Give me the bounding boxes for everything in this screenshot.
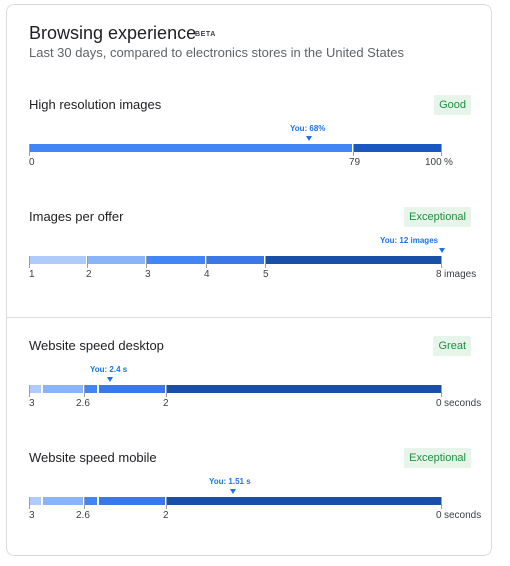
bar-segment <box>43 497 83 505</box>
tick-label: 3 <box>145 269 151 280</box>
tick-label: 0 <box>436 510 442 521</box>
metric-title: Images per offer <box>29 209 124 224</box>
benchmark-bar <box>29 385 442 397</box>
benchmark-bar <box>29 144 442 156</box>
bar-segment <box>43 385 83 393</box>
bar-segment <box>85 385 97 393</box>
bar-segment <box>266 256 442 264</box>
bar-segment <box>167 385 442 393</box>
you-value-label: You: 2.4 s <box>90 365 128 374</box>
bar-tick <box>206 256 207 268</box>
unit-label: % <box>444 157 453 168</box>
status-badge: Exceptional <box>404 207 471 227</box>
bar-tick <box>84 385 85 397</box>
metric-website-speed-mobile: Website speed mobile Exceptional You: 1.… <box>29 448 481 540</box>
bar-tick <box>29 256 30 268</box>
you-value-label: You: 12 images <box>380 236 439 245</box>
tick-label: 2 <box>163 510 169 521</box>
tick-label: 1 <box>29 269 35 280</box>
bar-tick <box>146 256 147 268</box>
bar-tick <box>441 256 442 268</box>
bar-tick <box>29 497 30 509</box>
bar-tick <box>87 256 88 268</box>
bar-segment <box>207 256 264 264</box>
tick-label: 2 <box>86 269 92 280</box>
tick-label: 4 <box>204 269 210 280</box>
bar-tick <box>441 385 442 397</box>
bar-tick <box>441 144 442 156</box>
bar-tick <box>265 256 266 268</box>
bar-tick <box>353 144 354 156</box>
tick-label: 2 <box>163 398 169 409</box>
you-value-label: You: 1.51 s <box>209 477 251 486</box>
you-marker-arrow-icon <box>230 489 236 494</box>
bar-segment <box>88 256 145 264</box>
status-badge: Great <box>433 336 471 356</box>
metric-title: High resolution images <box>29 97 162 112</box>
you-value-label: You: 68% <box>290 124 326 133</box>
tick-label: 8 <box>436 269 442 280</box>
unit-label: seconds <box>444 398 482 409</box>
metric-title: Website speed desktop <box>29 338 164 353</box>
tick-label: 5 <box>263 269 269 280</box>
bar-segment <box>29 256 86 264</box>
tick-label: 100 <box>425 157 442 168</box>
tick-label: 79 <box>349 157 361 168</box>
benchmark-bar <box>29 256 442 268</box>
metric-images-per-offer: Images per offer Exceptional You: 12 ima… <box>29 207 476 299</box>
bar-segment <box>99 385 165 393</box>
bar-segment <box>85 497 97 505</box>
card-subtitle: Last 30 days, compared to electronics st… <box>29 45 405 60</box>
bar-tick <box>29 385 30 397</box>
tick-label: 3 <box>29 398 35 409</box>
bar-segment <box>354 144 442 152</box>
tick-label: 3 <box>29 510 35 521</box>
metric-high-resolution-images: High resolution images Good You: 68% 0 7… <box>29 95 471 187</box>
tick-label: 2.6 <box>76 510 90 521</box>
bar-segment <box>29 144 352 152</box>
tick-label: 0 <box>436 398 442 409</box>
section-divider <box>7 317 491 318</box>
browsing-experience-card: Browsing experience BETA Last 30 days, c… <box>6 4 492 556</box>
bar-segment <box>29 497 41 505</box>
metric-website-speed-desktop: Website speed desktop Great You: 2.4 s 3… <box>29 336 481 428</box>
you-marker-arrow-icon <box>107 377 113 382</box>
beta-badge: BETA <box>195 31 216 38</box>
unit-label: images <box>444 269 477 280</box>
tick-label: 0 <box>29 157 35 168</box>
bar-segment <box>29 385 41 393</box>
card-title: Browsing experience <box>29 23 197 43</box>
bar-tick <box>166 385 167 397</box>
unit-label: seconds <box>444 510 482 521</box>
you-marker-arrow-icon <box>306 136 312 141</box>
bar-tick <box>441 497 442 509</box>
bar-tick <box>84 497 85 509</box>
bar-tick <box>166 497 167 509</box>
you-marker-arrow-icon <box>439 248 445 253</box>
metric-title: Website speed mobile <box>29 450 157 465</box>
status-badge: Exceptional <box>404 448 471 468</box>
tick-label: 2.6 <box>76 398 90 409</box>
bar-segment <box>99 497 165 505</box>
bar-tick <box>29 144 30 156</box>
bar-segment <box>167 497 442 505</box>
status-badge: Good <box>434 95 471 115</box>
bar-segment <box>147 256 205 264</box>
benchmark-bar <box>29 497 442 509</box>
